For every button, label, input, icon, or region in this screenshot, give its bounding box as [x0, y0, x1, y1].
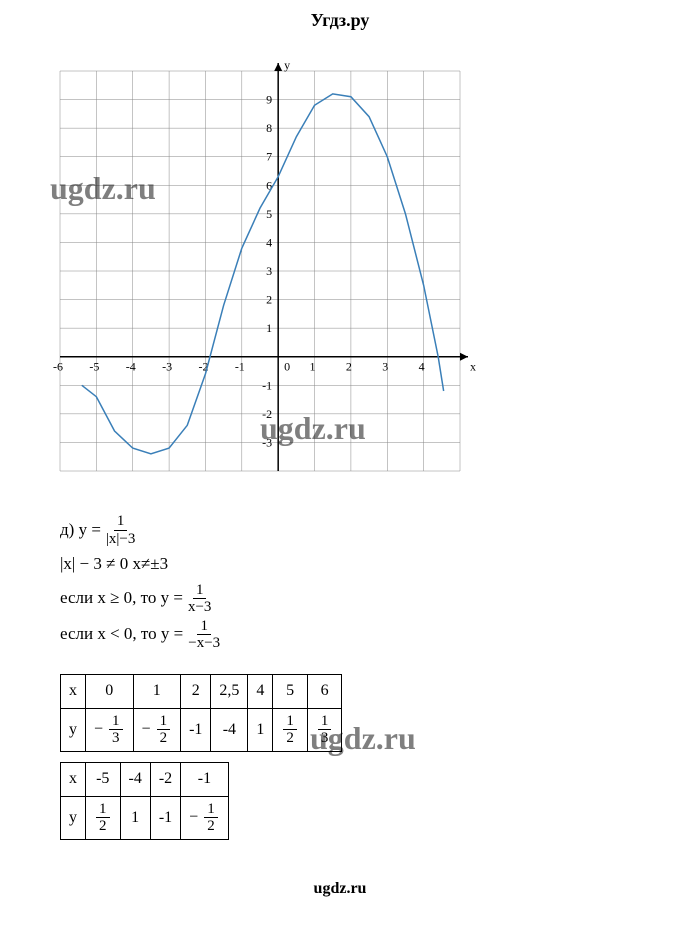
- fraction-main: 1 |x|−3: [103, 513, 138, 547]
- table-cell: -1: [181, 708, 211, 751]
- table-cell: 12: [273, 708, 308, 751]
- svg-text:3: 3: [382, 360, 388, 374]
- table-row: x-5-4-2-1: [61, 762, 229, 796]
- table-cell: 12: [86, 796, 121, 839]
- table-cell: 5: [273, 674, 308, 708]
- table-row: y− 13− 12-1-411213: [61, 708, 342, 751]
- table-cell: 1: [248, 708, 273, 751]
- table-cell: -1: [150, 796, 180, 839]
- footer-title: ugdz.ru: [314, 880, 367, 897]
- case1-pre: если x ≥ 0, то y =: [60, 583, 183, 614]
- table-cell: − 12: [133, 708, 181, 751]
- svg-text:4: 4: [419, 360, 425, 374]
- svg-text:3: 3: [266, 264, 272, 278]
- table-cell: − 13: [86, 708, 134, 751]
- svg-text:-3: -3: [162, 360, 172, 374]
- data-table-1: x0122,5456y− 13− 12-1-411213: [60, 674, 342, 752]
- page-header: Угдз.ру: [0, 0, 680, 41]
- table-cell: -5: [86, 762, 121, 796]
- svg-text:-5: -5: [89, 360, 99, 374]
- svg-text:-1: -1: [235, 360, 245, 374]
- svg-text:2: 2: [346, 360, 352, 374]
- svg-text:0: 0: [284, 360, 290, 374]
- svg-text:1: 1: [310, 360, 316, 374]
- row-header: y: [61, 796, 86, 839]
- table-cell: 2: [181, 674, 211, 708]
- svg-text:2: 2: [266, 293, 272, 307]
- svg-text:1: 1: [266, 321, 272, 335]
- table-cell: -2: [150, 762, 180, 796]
- svg-text:-6: -6: [53, 360, 63, 374]
- fraction-case2: 1 −x−3: [185, 618, 223, 652]
- math-section: д) y = 1 |x|−3 |x| − 3 ≠ 0 x≠±3 если x ≥…: [0, 501, 680, 664]
- row-header: x: [61, 762, 86, 796]
- case2-pre: если x < 0, то y =: [60, 619, 183, 650]
- svg-text:y: y: [284, 58, 290, 72]
- chart-panel: -6-5-4-3-2-101234-3-2-1123456789xy: [40, 51, 480, 491]
- header-title: Угдз.ру: [311, 10, 370, 30]
- table-row: y121-1− 12: [61, 796, 229, 839]
- row-header: x: [61, 674, 86, 708]
- table-cell: 2,5: [211, 674, 248, 708]
- frac-den: |x|−3: [103, 531, 138, 548]
- page-footer: ugdz.ru: [0, 850, 680, 908]
- frac-num: 1: [114, 513, 128, 531]
- table-cell: 6: [307, 674, 342, 708]
- svg-text:8: 8: [266, 121, 272, 135]
- data-table-2: x-5-4-2-1y121-1− 12: [60, 762, 229, 840]
- svg-text:-2: -2: [262, 407, 272, 421]
- table-cell: 0: [86, 674, 134, 708]
- table-cell: -4: [211, 708, 248, 751]
- svg-text:4: 4: [266, 235, 272, 249]
- svg-text:-4: -4: [126, 360, 136, 374]
- row-header: y: [61, 708, 86, 751]
- case-1: если x ≥ 0, то y = 1 x−3: [60, 582, 620, 616]
- table-cell: 4: [248, 674, 273, 708]
- table-cell: 13: [307, 708, 342, 751]
- table-cell: -1: [181, 762, 229, 796]
- item-letter: д): [60, 515, 74, 546]
- table-row: x0122,5456: [61, 674, 342, 708]
- table-cell: 1: [133, 674, 181, 708]
- svg-text:6: 6: [266, 178, 272, 192]
- eq-lhs: y =: [79, 515, 101, 546]
- svg-text:7: 7: [266, 150, 272, 164]
- svg-text:x: x: [470, 360, 476, 374]
- svg-text:-3: -3: [262, 435, 272, 449]
- equation-line: д) y = 1 |x|−3: [60, 513, 620, 547]
- case-2: если x < 0, то y = 1 −x−3: [60, 618, 620, 652]
- table-cell: − 12: [181, 796, 229, 839]
- svg-text:9: 9: [266, 93, 272, 107]
- svg-text:-1: -1: [262, 378, 272, 392]
- table-cell: 1: [120, 796, 150, 839]
- chart-svg: -6-5-4-3-2-101234-3-2-1123456789xy: [40, 51, 480, 491]
- domain-condition: |x| − 3 ≠ 0 x≠±3: [60, 549, 620, 580]
- table-cell: -4: [120, 762, 150, 796]
- fraction-case1: 1 x−3: [185, 582, 214, 616]
- svg-text:5: 5: [266, 207, 272, 221]
